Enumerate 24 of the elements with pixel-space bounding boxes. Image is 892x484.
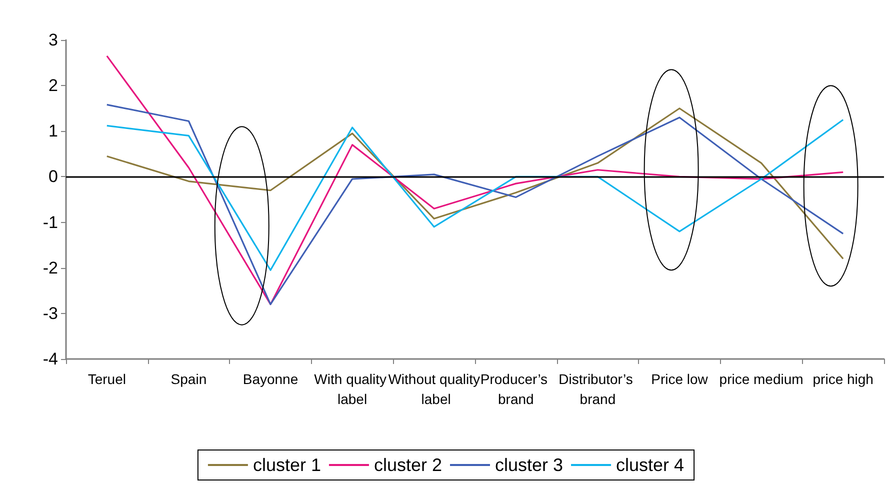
x-tick-label: Spain <box>170 371 207 387</box>
x-tick-label: Price low <box>651 371 709 387</box>
legend-label: cluster 4 <box>616 455 684 475</box>
legend-label: cluster 2 <box>374 455 442 475</box>
legend-label: cluster 3 <box>495 455 564 475</box>
x-tick-label: Distributor’s brand <box>558 371 637 407</box>
x-tick-label: price high <box>812 371 874 387</box>
line-series <box>106 104 844 306</box>
y-tick-label: -4 <box>42 350 58 368</box>
x-tick-label: Bayonne <box>242 371 298 387</box>
x-tick-label: With quality label <box>314 371 387 407</box>
y-tick-label: 1 <box>48 122 58 141</box>
y-tick-label: -3 <box>42 304 58 323</box>
x-tick-label: Teruel <box>88 371 126 387</box>
line-series <box>106 55 844 306</box>
y-tick-label: 0 <box>48 167 58 186</box>
x-tick-label: Without quality label <box>388 371 480 407</box>
x-tick-label: price medium <box>719 371 804 387</box>
legend-label: cluster 1 <box>252 455 321 475</box>
y-tick-label: 3 <box>48 30 58 50</box>
y-tick-label: 2 <box>48 76 58 96</box>
y-tick-label: -1 <box>42 212 58 232</box>
x-tick-label: Producer’s brand <box>480 371 552 407</box>
y-tick-label: -2 <box>42 258 58 278</box>
